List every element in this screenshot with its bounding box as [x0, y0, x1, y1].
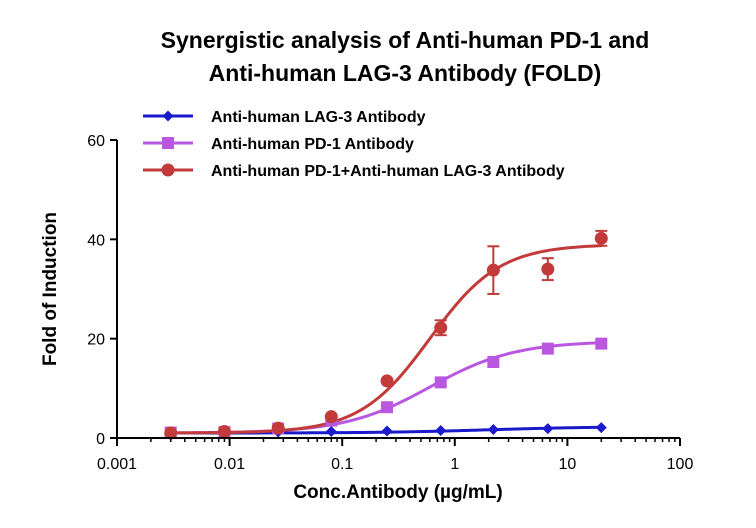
y-axis-ticks: 0 20 40 60 — [87, 133, 117, 448]
series-2-point — [487, 356, 500, 369]
legend-marker — [161, 163, 175, 177]
plot-area — [164, 229, 608, 440]
x-tick-label: 100 — [667, 456, 694, 473]
series-3-point — [434, 321, 448, 335]
y-tick-label: 60 — [87, 133, 105, 150]
series-3-point — [486, 263, 500, 277]
x-tick-label: 0.001 — [97, 456, 137, 473]
x-tick-label: 0.1 — [331, 456, 353, 473]
legend-label: Anti-human LAG-3 Antibody — [211, 109, 426, 126]
legend-label: Anti-human PD-1+Anti-human LAG-3 Antibod… — [211, 163, 565, 180]
legend: Anti-human LAG-3 Antibody Anti-human PD-1… — [143, 109, 565, 180]
series-3-point — [324, 410, 338, 424]
series-3-fit-curve — [169, 244, 603, 435]
chart-title-line-2: Anti-human LAG-3 Antibody (FOLD) — [209, 60, 602, 86]
x-tick-label: 0.01 — [214, 456, 245, 473]
series-2-point — [381, 401, 394, 414]
x-axis-ticks: 0.001 0.01 0.1 1 10 100 — [97, 438, 693, 473]
series-3-point — [164, 426, 178, 440]
series-2-point — [541, 342, 554, 355]
legend-item: Anti-human PD-1 Antibody — [143, 136, 414, 153]
x-tick-label: 10 — [559, 456, 577, 473]
series-2-point — [434, 376, 447, 389]
x-axis-label: Conc.Antibody (µg/mL) — [293, 482, 502, 503]
chart-title-line-1: Synergistic analysis of Anti-human PD-1 … — [161, 27, 650, 53]
series-1-point — [487, 424, 499, 436]
series-3-point — [271, 421, 285, 435]
y-tick-label: 0 — [96, 431, 105, 448]
series-3-point — [594, 231, 608, 245]
legend-label: Anti-human PD-1 Antibody — [211, 136, 414, 153]
data-markers — [164, 231, 608, 440]
y-tick-label: 20 — [87, 332, 105, 349]
legend-marker — [162, 110, 174, 122]
series-3-point — [380, 374, 394, 388]
series-1-point — [325, 426, 337, 438]
series-1-point — [435, 425, 447, 437]
chart-title: Synergistic analysis of Anti-human PD-1 … — [161, 27, 650, 86]
series-2-point — [595, 337, 608, 350]
series-2-fit-curve — [169, 341, 603, 435]
y-tick-label: 40 — [87, 232, 105, 249]
legend-item: Anti-human LAG-3 Antibody — [143, 109, 426, 126]
series-1-point — [542, 423, 554, 435]
y-axis-label: Fold of Induction — [40, 212, 61, 366]
axes: 0 20 40 60 0.001 0.01 0.1 1 10 100 — [87, 133, 693, 473]
series-1-point — [381, 425, 393, 437]
x-tick-label: 1 — [450, 456, 459, 473]
legend-item: Anti-human PD-1+Anti-human LAG-3 Antibod… — [143, 163, 565, 180]
series-3-point — [217, 425, 231, 439]
series-3-point — [541, 262, 555, 276]
series-1-point — [595, 422, 607, 434]
legend-marker — [162, 137, 174, 149]
